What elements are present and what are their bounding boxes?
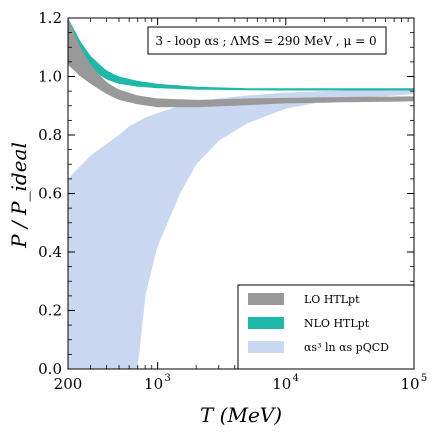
y-tick-label: 0.6 [38, 185, 62, 203]
annotation-frame [147, 26, 387, 55]
y-axis-title: P / P_ideal [7, 142, 31, 249]
band-lo-htlpt [68, 18, 414, 108]
legend-label: αs³ ln αs pQCD [304, 341, 389, 354]
x-tick-label: 200 [54, 375, 83, 393]
y-tick-label: 0.4 [38, 243, 62, 261]
x-tick-label: 10 [400, 375, 419, 393]
x-tick-label: 10 [144, 375, 163, 393]
bands-layer [68, 18, 414, 369]
annotation-box: 3 - loop αs ; ΛMS = 290 MeV , μ = 0 [147, 26, 387, 55]
x-tick-exponent: 3 [164, 373, 170, 384]
y-tick-label: 0.2 [38, 302, 62, 320]
x-tick-exponent: 5 [421, 373, 427, 384]
legend-label: LO HTLpt [304, 293, 360, 306]
legend-label: NLO HTLpt [304, 317, 370, 330]
x-tick-label: 10 [272, 375, 291, 393]
legend: LO HTLpt NLO HTLpt αs³ ln αs pQCD [237, 284, 415, 370]
x-tick-exponent: 4 [293, 373, 299, 384]
y-tick-label: 0.8 [38, 126, 62, 144]
band-s-ln-s-pqcd [68, 88, 414, 369]
y-tick-label: 1.2 [38, 9, 62, 27]
legend-swatch [248, 293, 284, 305]
legend-swatch [248, 341, 284, 353]
annotation-text: 3 - loop αs ; ΛMS = 290 MeV , μ = 0 [155, 34, 376, 48]
legend-items: LO HTLpt NLO HTLpt αs³ ln αs pQCD [248, 293, 389, 354]
y-tick-label: 0.0 [38, 360, 62, 378]
legend-swatch [248, 317, 284, 329]
y-tick-label: 1.0 [38, 68, 62, 86]
x-axis-title: T (MeV) [200, 403, 282, 427]
